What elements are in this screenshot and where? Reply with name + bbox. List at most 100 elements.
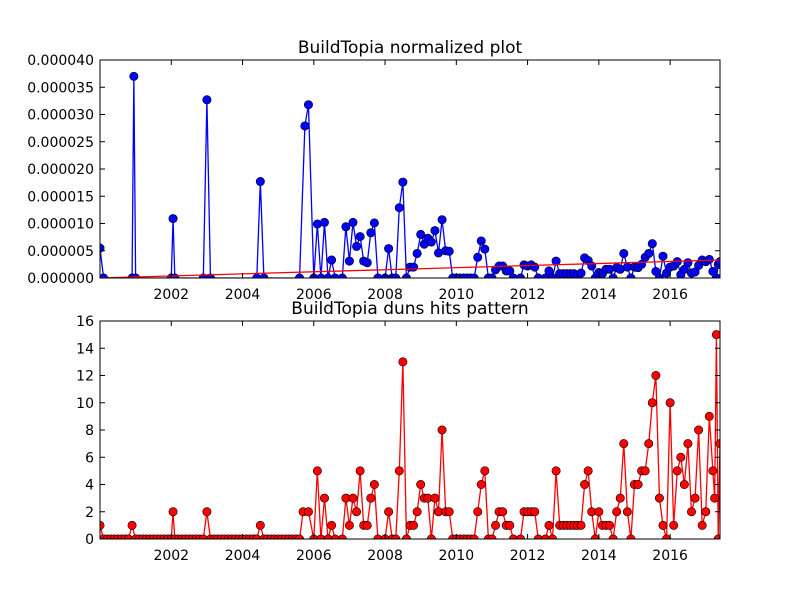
y-tick-label: 10: [76, 396, 94, 412]
data-point: [665, 398, 675, 408]
data-point: [437, 215, 447, 225]
data-point: [704, 411, 714, 421]
data-point: [708, 466, 718, 476]
y-tick-label: 6: [85, 450, 94, 466]
y-tick-label: 8: [85, 423, 94, 439]
data-point: [444, 246, 454, 256]
data-point: [202, 95, 212, 105]
data-point: [615, 493, 625, 503]
data-point: [384, 507, 394, 517]
x-tick-label: 2006: [296, 548, 332, 564]
data-point: [576, 520, 586, 530]
trend-line: [100, 259, 720, 278]
x-tick-label: 2002: [153, 548, 189, 564]
data-point: [619, 439, 629, 449]
data-point: [384, 244, 394, 254]
data-point: [202, 507, 212, 517]
data-point: [394, 466, 404, 476]
data-point: [348, 493, 358, 503]
data-point: [654, 493, 664, 503]
data-point: [394, 203, 404, 213]
data-point: [319, 217, 329, 227]
data-point: [312, 466, 322, 476]
data-point: [366, 493, 376, 503]
data-point: [366, 228, 376, 238]
data-point: [476, 479, 486, 489]
data-point: [327, 520, 337, 530]
data-point: [594, 507, 604, 517]
data-point: [480, 244, 490, 254]
data-point: [409, 262, 419, 272]
data-point: [697, 520, 707, 530]
y-tick-label: 2: [85, 505, 94, 521]
y-tick-label: 0.000010: [27, 217, 94, 233]
data-point: [369, 218, 379, 228]
data-point: [409, 520, 419, 530]
data-point: [710, 493, 720, 503]
data-point: [704, 254, 714, 264]
x-tick-label: 2012: [510, 287, 546, 303]
y-tick-label: 0.000005: [27, 244, 94, 260]
x-tick-label: 2010: [439, 287, 475, 303]
x-tick-label: 2016: [652, 548, 688, 564]
data-point: [412, 248, 422, 258]
data-point: [480, 466, 490, 476]
y-tick-label: 0: [85, 532, 94, 548]
y-tick-label: 0.000030: [27, 108, 94, 124]
y-tick-label: 0.000035: [27, 80, 94, 96]
data-point: [679, 479, 689, 489]
data-point: [362, 520, 372, 530]
data-point: [644, 248, 654, 258]
x-tick-label: 2014: [581, 287, 617, 303]
data-point: [303, 507, 313, 517]
data-point: [355, 466, 365, 476]
data-point: [362, 258, 372, 268]
data-point: [491, 520, 501, 530]
data-point: [640, 466, 650, 476]
y-tick-label: 4: [85, 478, 94, 494]
data-point: [676, 452, 686, 462]
y-tick-label: 16: [76, 314, 94, 330]
data-point: [255, 177, 265, 187]
data-point: [633, 479, 643, 489]
data-point: [476, 236, 486, 246]
data-point: [355, 232, 365, 242]
data-point: [430, 226, 440, 236]
chart-title: BuildTopia duns hits pattern: [291, 299, 528, 319]
data-point: [658, 251, 668, 261]
data-point: [683, 439, 693, 449]
data-point: [426, 237, 436, 247]
data-point: [605, 520, 615, 530]
data-point: [683, 258, 693, 268]
y-tick-label: 0.000000: [27, 271, 94, 287]
x-tick-label: 2008: [367, 548, 403, 564]
data-point: [344, 256, 354, 266]
data-point: [544, 266, 554, 276]
data-point: [300, 121, 310, 131]
data-point: [647, 239, 657, 249]
data-point: [651, 370, 661, 380]
data-point: [348, 217, 358, 227]
data-point: [658, 520, 668, 530]
data-point: [319, 493, 329, 503]
series-group: [100, 330, 720, 539]
series-line: [100, 76, 720, 278]
x-tick-label: 2010: [439, 548, 475, 564]
normalized-plot-panel: BuildTopia normalized plot 2002 2004 2006 20…: [27, 38, 721, 303]
data-point: [129, 71, 139, 81]
data-point: [398, 177, 408, 187]
y-tick-label: 0.000015: [27, 189, 94, 205]
data-point: [551, 466, 561, 476]
x-tick-label: 2016: [652, 287, 688, 303]
data-point: [612, 507, 622, 517]
data-point: [711, 330, 720, 340]
data-point: [303, 100, 313, 110]
chart-title: BuildTopia normalized plot: [298, 38, 523, 58]
data-point: [473, 507, 483, 517]
data-point: [398, 357, 408, 367]
data-point: [701, 507, 711, 517]
data-point: [327, 255, 337, 265]
data-point: [583, 466, 593, 476]
data-point: [412, 507, 422, 517]
data-point: [430, 493, 440, 503]
